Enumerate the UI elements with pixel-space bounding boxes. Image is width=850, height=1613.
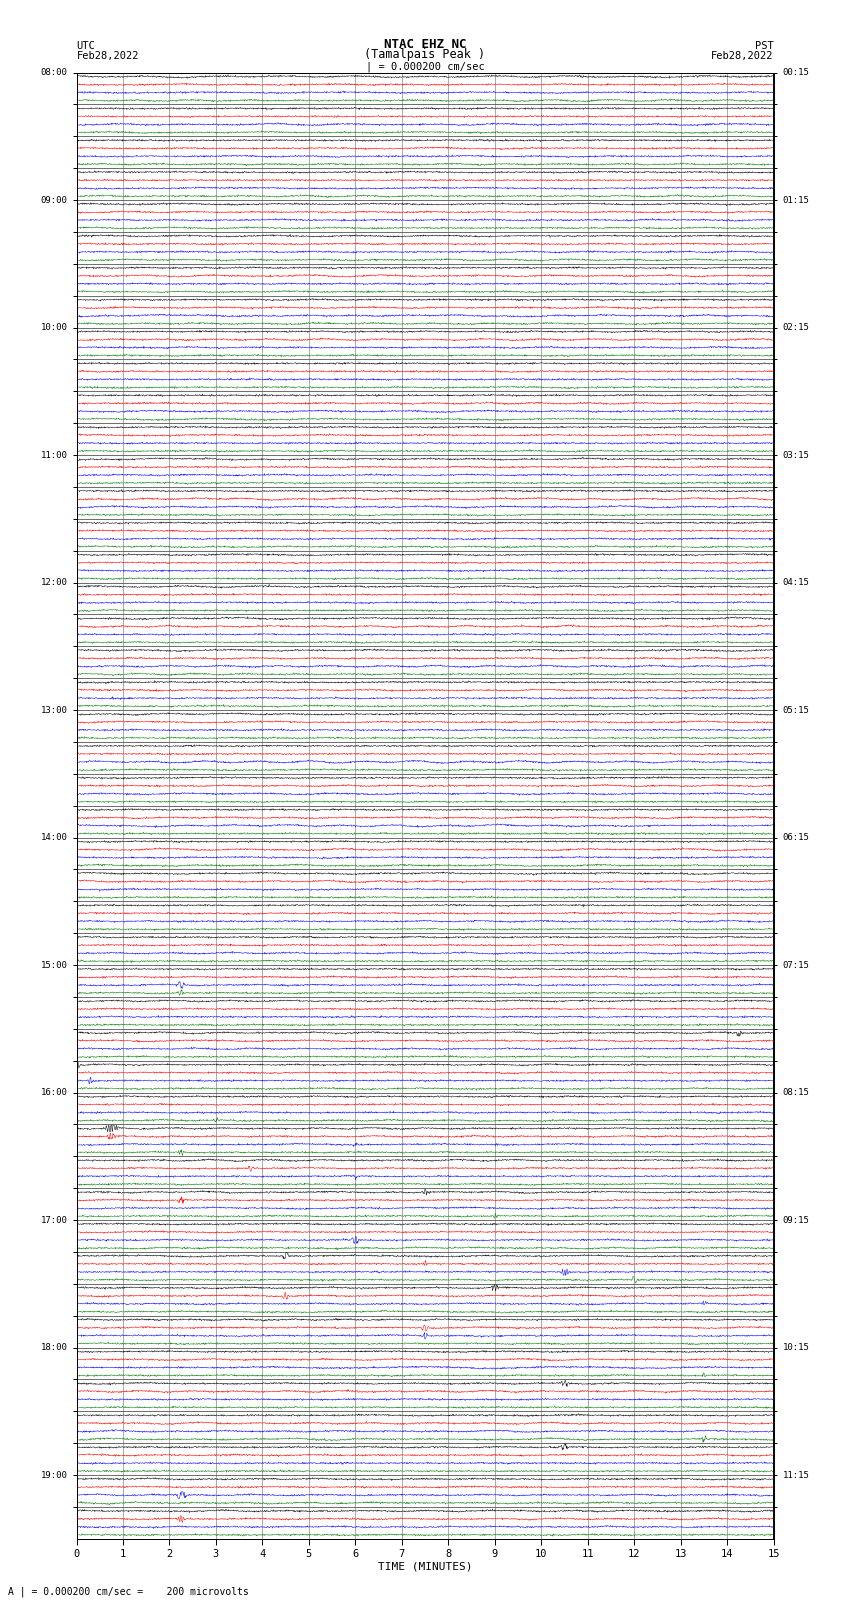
Text: Feb28,2022: Feb28,2022 — [76, 52, 139, 61]
Text: (Tamalpais Peak ): (Tamalpais Peak ) — [365, 48, 485, 61]
X-axis label: TIME (MINUTES): TIME (MINUTES) — [377, 1561, 473, 1573]
Text: Feb28,2022: Feb28,2022 — [711, 52, 774, 61]
Text: PST: PST — [755, 40, 774, 50]
Text: UTC: UTC — [76, 40, 95, 50]
Text: | = 0.000200 cm/sec: | = 0.000200 cm/sec — [366, 61, 484, 71]
Text: NTAC EHZ NC: NTAC EHZ NC — [383, 37, 467, 50]
Text: A | = 0.000200 cm/sec =    200 microvolts: A | = 0.000200 cm/sec = 200 microvolts — [8, 1586, 249, 1597]
